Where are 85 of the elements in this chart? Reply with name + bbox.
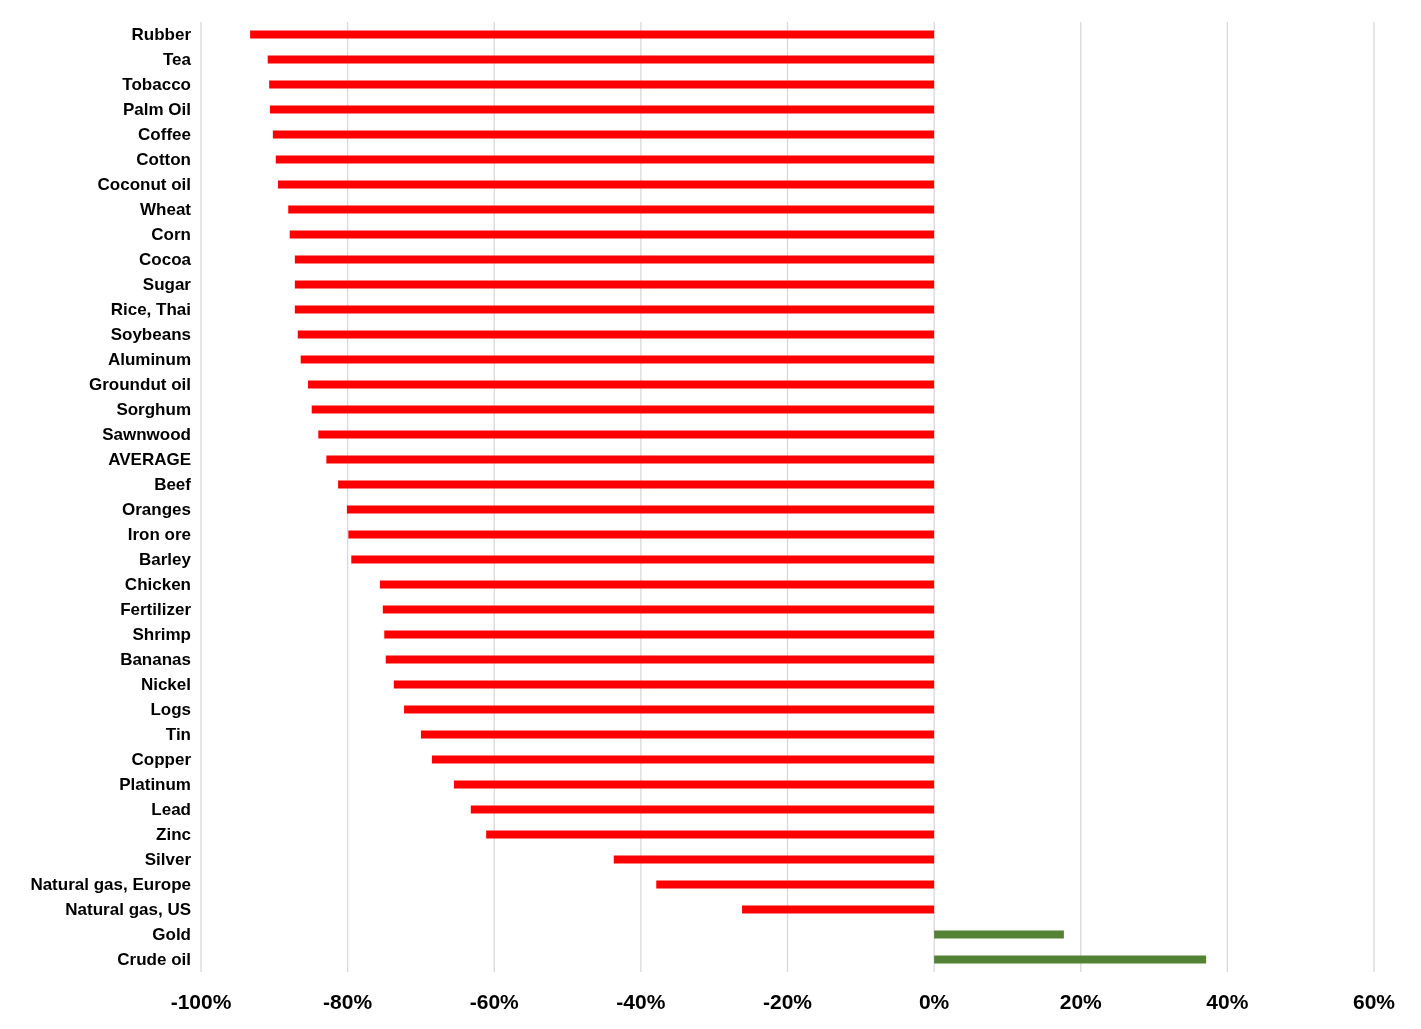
y-tick-label: Chicken [124,575,191,595]
y-tick-label: Natural gas, US [65,900,191,920]
bar [318,430,935,439]
bar [269,105,935,114]
x-tick-label: 60% [1352,990,1396,1013]
bar [308,380,935,389]
bar [351,555,935,564]
x-tick-label: 0% [918,990,950,1013]
x-tick-label: 20% [1059,990,1103,1013]
y-tick-label: Lead [151,800,191,820]
y-tick-label: Tin [165,725,191,745]
y-tick-label: Iron ore [127,525,191,545]
x-tick-label: -60% [469,990,520,1013]
bar [348,530,935,539]
y-tick-label: Shrimp [132,625,191,645]
x-tick-label: -100% [170,990,232,1013]
y-tick-label: Cocoa [139,250,192,270]
y-tick-label: Crude oil [117,950,191,970]
y-tick-label: Nickel [140,675,191,695]
bar [272,130,935,139]
bar [393,680,935,689]
bar [379,580,935,589]
bar [294,280,935,289]
y-tick-label: Barley [139,550,192,570]
bar [300,355,935,364]
y-tick-label: Sugar [142,275,192,295]
bar [289,230,935,239]
bar [288,205,935,214]
bar [453,780,935,789]
y-tick-label: Sawnwood [102,425,191,445]
bar [277,180,935,189]
bar [311,405,935,414]
y-tick-label: Copper [131,750,192,770]
bar [934,930,1064,939]
y-tick-label: Rubber [131,25,192,45]
y-tick-label: Wheat [140,200,192,220]
bar [486,830,935,839]
y-tick-label: Rice, Thai [110,300,191,320]
x-tick-label: -80% [323,990,373,1013]
y-tick-label: Oranges [122,500,191,520]
bar [934,955,1207,964]
y-tick-label: Coconut oil [97,175,191,195]
y-tick-label: Zinc [156,825,191,845]
bar [385,655,935,664]
y-tick-label: Groundut oil [89,375,191,395]
y-tick-label: Aluminum [107,350,191,370]
y-tick-label: AVERAGE [108,450,191,470]
bar [470,805,935,814]
bar [294,255,935,264]
x-tick-label: -40% [616,990,666,1013]
bar [250,30,935,39]
y-tick-label: Coffee [138,125,191,145]
y-tick-label: Logs [150,700,191,720]
y-tick-label: Bananas [120,650,191,670]
bar [431,755,935,764]
bar [275,155,935,164]
y-tick-label: Palm Oil [122,100,191,120]
y-tick-label: Beef [154,475,192,495]
y-tick-label: Tobacco [122,75,191,95]
y-tick-label: Sorghum [116,400,191,420]
bar [613,855,935,864]
bar [269,80,935,89]
bar [326,455,935,464]
x-tick-label: -20% [762,990,813,1013]
y-tick-label: Fertilizer [120,600,192,620]
y-tick-label: Cotton [136,150,191,170]
y-tick-label: Gold [152,925,191,945]
bar [294,305,935,314]
y-tick-label: Natural gas, Europe [30,875,191,895]
bar [382,605,935,614]
y-tick-label: Corn [151,225,191,245]
bar [742,905,935,914]
bar [404,705,935,714]
bar [384,630,935,639]
bar [297,330,935,339]
bar [338,480,935,489]
bar [346,505,935,514]
y-tick-label: Tea [162,50,192,70]
y-tick-label: Silver [144,850,192,870]
y-tick-label: Platinum [119,775,191,795]
x-tick-label: 40% [1206,990,1249,1013]
bar [656,880,935,889]
bar [267,55,935,64]
bar [420,730,935,739]
y-tick-label: Soybeans [110,325,191,345]
